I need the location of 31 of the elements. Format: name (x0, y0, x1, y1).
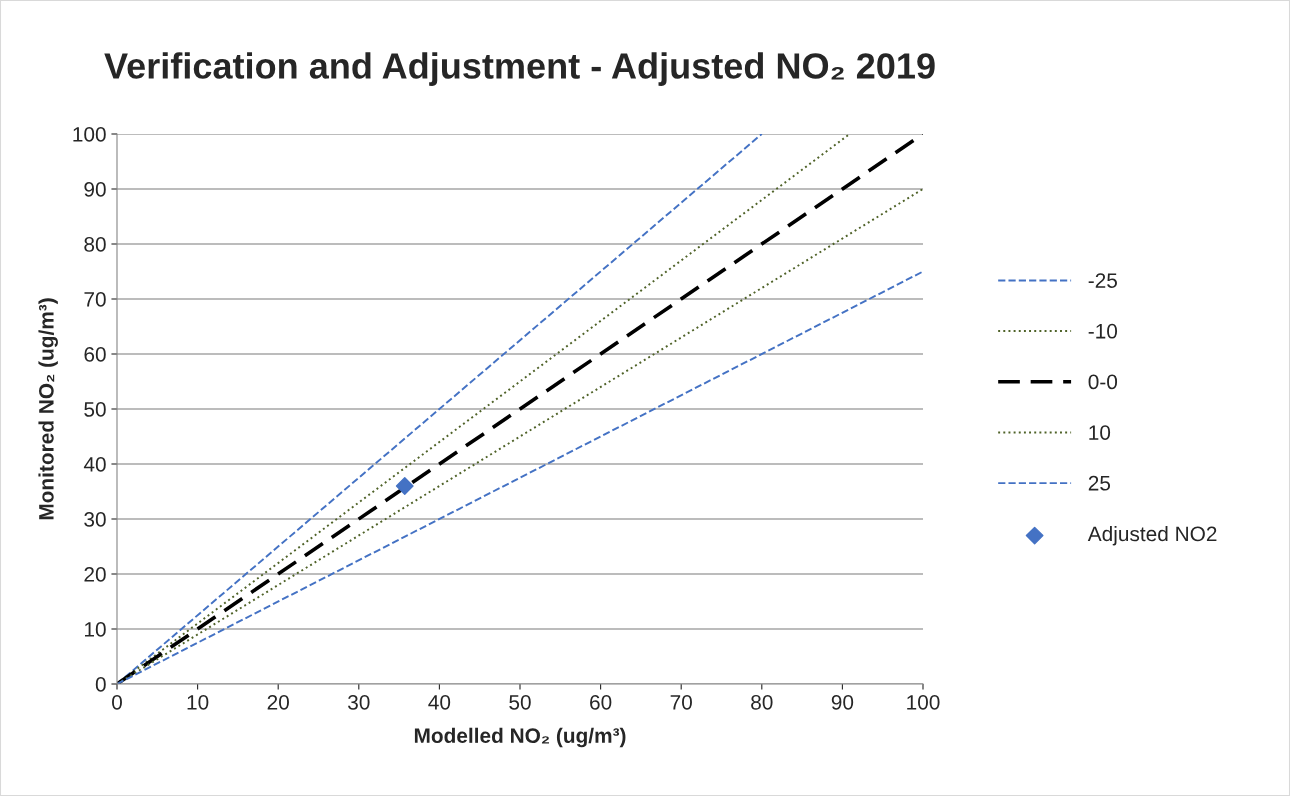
y-axis-title: Monitored NO₂ (ug/m³) (38, 298, 58, 520)
x-tick-label: 10 (187, 694, 209, 710)
x-tick-label: 100 (907, 694, 940, 710)
y-tick-label: 60 (84, 347, 106, 362)
x-tick-label: 90 (831, 694, 854, 710)
legend-label: 25 (1088, 475, 1111, 491)
x-tick-label: 40 (428, 694, 451, 710)
y-tick-label: 80 (84, 237, 106, 252)
x-tick-label: 80 (751, 694, 773, 710)
legend-label: -25 (1088, 273, 1117, 288)
x-tick-label: 50 (509, 694, 531, 710)
x-tick-label: 0 (112, 694, 122, 710)
x-axis-title: Modelled NO₂ (ug/m³) (414, 727, 626, 748)
x-tick-label: 20 (267, 694, 289, 710)
y-tick-label: 50 (84, 402, 106, 417)
x-tick-label: 70 (670, 694, 692, 710)
y-tick-label: 40 (83, 457, 106, 472)
y-tick-label: 70 (84, 292, 106, 307)
x-tick-label: 60 (590, 694, 612, 710)
legend-label: -10 (1088, 323, 1118, 339)
y-tick-label: 100 (73, 127, 106, 142)
y-tick-label: 90 (84, 182, 106, 197)
y-tick-label: 10 (85, 622, 106, 637)
y-tick-label: 30 (84, 512, 106, 527)
y-tick-label: 20 (84, 567, 106, 582)
y-tick-label: 0 (95, 677, 106, 692)
x-tick-label: 30 (348, 694, 370, 710)
legend-label: 0-0 (1088, 374, 1118, 390)
legend-label: 10 (1089, 425, 1111, 440)
legend-label: Adjusted NO2 (1087, 525, 1217, 546)
chart-title: Verification and Adjustment - Adjusted NO₂ 2019 (104, 52, 935, 86)
